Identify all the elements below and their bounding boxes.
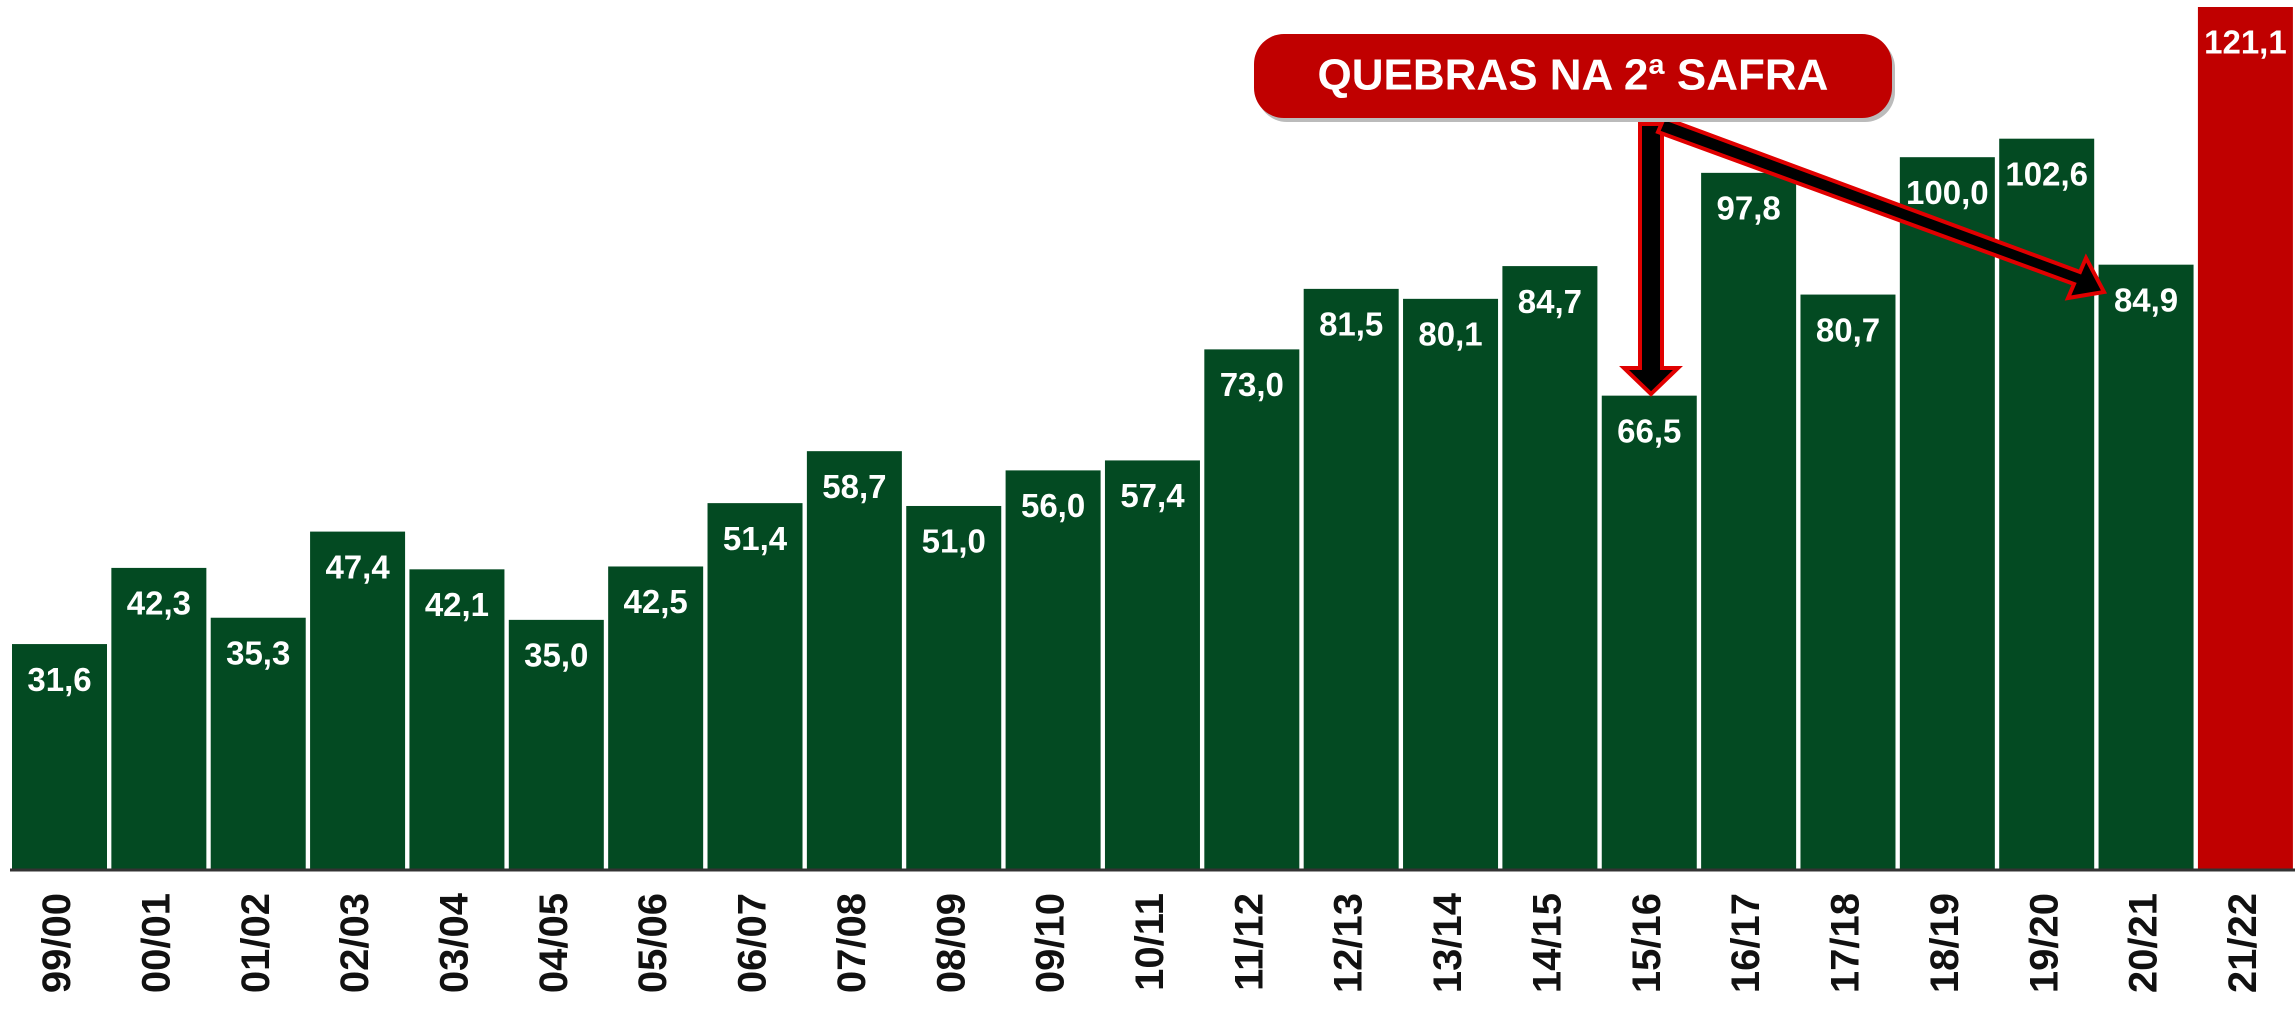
x-tick-label: 17/18 <box>1824 893 1868 993</box>
value-label: 57,4 <box>1120 477 1185 514</box>
callout-box <box>1254 34 1892 118</box>
value-label: 47,4 <box>325 548 390 585</box>
x-tick-label: 03/04 <box>433 892 477 993</box>
value-label: 84,9 <box>2114 281 2178 318</box>
bar <box>310 531 406 869</box>
x-tick-label: 13/14 <box>1426 892 1470 993</box>
x-tick-label: 00/01 <box>134 893 178 993</box>
x-tick-label: 09/10 <box>1029 893 1073 993</box>
arrows <box>1619 115 2108 397</box>
x-tick-label: 11/12 <box>1227 893 1271 991</box>
bars: 31,6 99/00 42,3 00/01 35,3 01/02 47,4 02/03 42,1… <box>12 7 2293 993</box>
value-label: 35,0 <box>524 637 588 674</box>
bar <box>906 505 1002 869</box>
bar <box>1800 294 1896 869</box>
bar <box>1005 470 1101 869</box>
bar <box>1601 395 1697 869</box>
bar <box>409 569 505 869</box>
value-label: 42,3 <box>127 585 191 622</box>
value-label: 80,7 <box>1816 311 1880 348</box>
bar <box>806 451 902 869</box>
x-tick-label: 20/21 <box>2122 893 2166 993</box>
x-tick-label: 99/00 <box>35 893 79 993</box>
arrow-down <box>1619 122 1683 397</box>
arrow-diagonal <box>1655 115 2108 301</box>
value-label: 66,5 <box>1617 412 1681 449</box>
value-label: 100,0 <box>1906 174 1989 211</box>
value-label: 42,1 <box>425 586 489 623</box>
x-tick-label: 14/15 <box>1525 893 1569 993</box>
x-tick-label: 12/13 <box>1327 893 1371 993</box>
x-tick-label: 18/19 <box>1923 893 1967 993</box>
bar <box>1701 172 1797 869</box>
value-label: 51,0 <box>922 523 986 560</box>
x-tick-label: 05/06 <box>631 893 675 993</box>
bar <box>608 566 704 869</box>
value-label: 81,5 <box>1319 306 1383 343</box>
bar <box>1899 157 1995 869</box>
annotation: QUEBRAS NA 2ª SAFRA <box>1318 51 1829 100</box>
value-label: 121,1 <box>2204 24 2287 61</box>
bar <box>2098 264 2194 869</box>
bar <box>707 503 803 869</box>
value-label: 35,3 <box>226 634 290 671</box>
x-tick-label: 07/08 <box>830 893 874 993</box>
bar <box>1104 460 1200 869</box>
value-label: 102,6 <box>2005 155 2088 192</box>
value-label: 58,7 <box>822 468 886 505</box>
bar <box>1204 349 1300 869</box>
x-tick-label: 06/07 <box>731 893 775 993</box>
x-tick-label: 15/16 <box>1625 893 1669 993</box>
x-tick-label: 19/20 <box>2022 893 2066 993</box>
x-tick-label: 08/09 <box>929 893 973 993</box>
x-tick-label: 04/05 <box>532 893 576 993</box>
value-label: 73,0 <box>1220 366 1284 403</box>
bar <box>210 617 306 869</box>
bar <box>2197 7 2293 869</box>
x-tick-label: 21/22 <box>2221 893 2265 993</box>
value-label: 51,4 <box>723 520 788 557</box>
value-label: 42,5 <box>624 583 688 620</box>
bar <box>1303 288 1399 870</box>
bar <box>12 644 107 869</box>
x-tick-label: 10/11 <box>1128 893 1172 991</box>
bar <box>1502 266 1598 869</box>
value-label: 56,0 <box>1021 487 1085 524</box>
bar <box>508 619 604 869</box>
bar <box>111 567 207 869</box>
x-tick-label: 02/03 <box>333 893 377 993</box>
value-label: 97,8 <box>1717 190 1781 227</box>
bar <box>1403 298 1499 870</box>
x-tick-label: 16/17 <box>1724 893 1768 993</box>
value-label: 31,6 <box>27 661 91 698</box>
x-tick-label: 01/02 <box>234 893 278 993</box>
value-label: 84,7 <box>1518 283 1582 320</box>
value-label: 80,1 <box>1418 316 1482 353</box>
